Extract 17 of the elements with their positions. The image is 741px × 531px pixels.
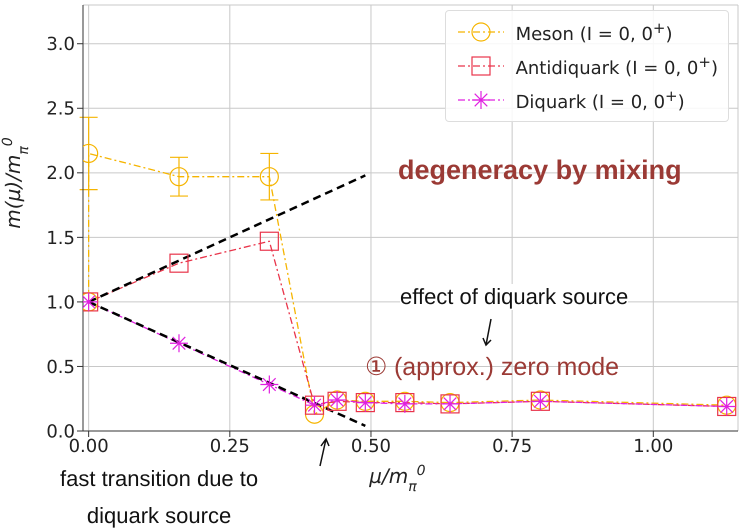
x-tick-label: 0.75 [492, 436, 532, 457]
text: fast transition due to diquark source [60, 465, 258, 530]
y-tick-label: 2.5 [46, 98, 75, 120]
legend-label: Diquark (I = 0, 0$^{+}$) [516, 87, 685, 113]
legend-label: Antidiquark (I = 0, 0$^{+}$) [516, 53, 718, 79]
legend-label: Meson (I = 0, 0$^{+}$) [516, 19, 673, 45]
annotation: ① (approx.) zero mode [365, 352, 620, 382]
x-tick-label: 0.50 [350, 436, 392, 457]
x-tick-label: 0.25 [210, 436, 250, 457]
annotation: effect of diquark source [400, 284, 628, 310]
annotation: degeneracy by mixing [398, 155, 682, 186]
x-tick-label: 1.00 [633, 436, 674, 457]
y-tick-label: 1.5 [46, 228, 75, 249]
y-tick-label: 0.5 [46, 356, 75, 378]
y-tick-label: 2.0 [46, 163, 75, 184]
y-tick-label: 1.0 [46, 292, 75, 314]
y-tick-label: 3.0 [46, 34, 75, 56]
